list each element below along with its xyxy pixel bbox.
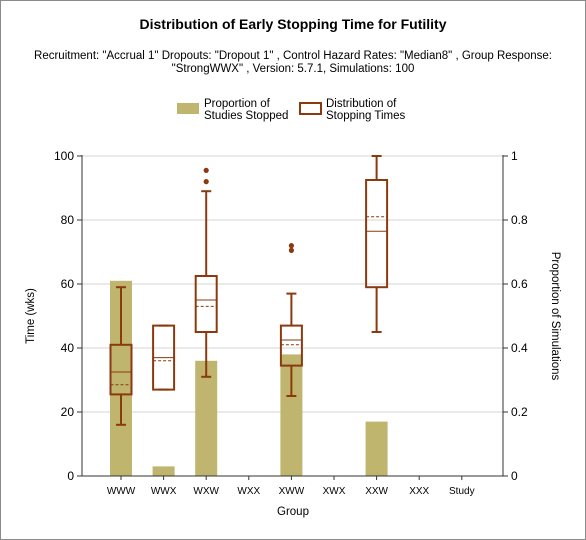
boxplot-xww — [279, 243, 303, 397]
outlier-point — [288, 243, 294, 249]
box-iqr — [109, 343, 133, 396]
legend-box-swatch — [299, 102, 322, 115]
legend-bar-label-line1: Proportion of — [204, 98, 271, 110]
boxplots — [109, 155, 389, 426]
boxplot-www — [109, 286, 133, 426]
x-tick-label-xxx: XXX — [409, 486, 429, 497]
x-tick-label-study: Study — [449, 486, 475, 497]
box-iqr — [279, 324, 303, 367]
bar-wwx — [152, 466, 175, 476]
right-tick-label: 0.6 — [511, 277, 528, 291]
y-axis-label-right: Proportion of Simulations — [549, 252, 561, 381]
right-tick-label: 0 — [511, 469, 518, 483]
left-tick-label: 40 — [61, 341, 75, 355]
box-iqr — [194, 275, 218, 333]
boxplot-wxw — [194, 167, 218, 378]
y-axis-label-left: Time (wks) — [25, 288, 37, 344]
outlier-point — [288, 247, 294, 253]
left-tick-label: 20 — [61, 405, 75, 419]
right-tick-label: 1 — [511, 149, 518, 163]
legend-bar-label-line2: Studies Stopped — [204, 110, 288, 122]
bar-www — [110, 280, 132, 476]
left-tick-label: 60 — [61, 277, 75, 291]
x-axis-label: Group — [277, 506, 309, 518]
x-tick-label-www: WWW — [107, 486, 136, 497]
ticks: 0 20 40 60 80 100 0 0.2 0.4 0.6 0.8 1 WWW WWX WXW WXX XW… — [54, 149, 528, 497]
chart-subtitle-line2: "StrongWWX" , Version: 5.7.1, Simulation… — [171, 63, 415, 75]
right-tick-label: 0.8 — [511, 213, 528, 227]
right-tick-label: 0.2 — [511, 405, 528, 419]
bars — [110, 280, 388, 476]
chart-subtitle-line1: Recruitment: "Accrual 1" Dropouts: "Drop… — [34, 50, 552, 62]
outlier-point — [203, 167, 209, 173]
x-tick-label-wwx: WWX — [151, 486, 177, 497]
bar-xxw — [365, 421, 388, 476]
legend-box-label-line2: Stopping Times — [326, 110, 406, 122]
legend-bar-swatch — [177, 103, 199, 114]
legend: Proportion of Studies Stopped Distributi… — [177, 98, 406, 122]
left-tick-label: 0 — [67, 469, 74, 483]
chart-title: Distribution of Early Stopping Time for … — [139, 16, 447, 32]
x-tick-label-xww: XWW — [279, 486, 305, 497]
right-tick-label: 0.4 — [511, 341, 528, 355]
legend-box-label-line1: Distribution of — [326, 98, 397, 110]
bar-wxw — [195, 360, 218, 476]
box-iqr — [365, 179, 389, 289]
boxplot-xxw — [365, 155, 389, 333]
boxplot-wwx — [152, 324, 176, 391]
x-tick-label-wxx: WXX — [237, 486, 260, 497]
bar-xww — [280, 354, 303, 476]
left-tick-label: 80 — [61, 213, 75, 227]
x-tick-label-wxw: WXW — [193, 486, 219, 497]
left-tick-label: 100 — [54, 149, 74, 163]
x-tick-label-xxw: XXW — [365, 486, 388, 497]
outlier-point — [203, 179, 209, 185]
x-tick-label-xwx: XWX — [323, 486, 346, 497]
